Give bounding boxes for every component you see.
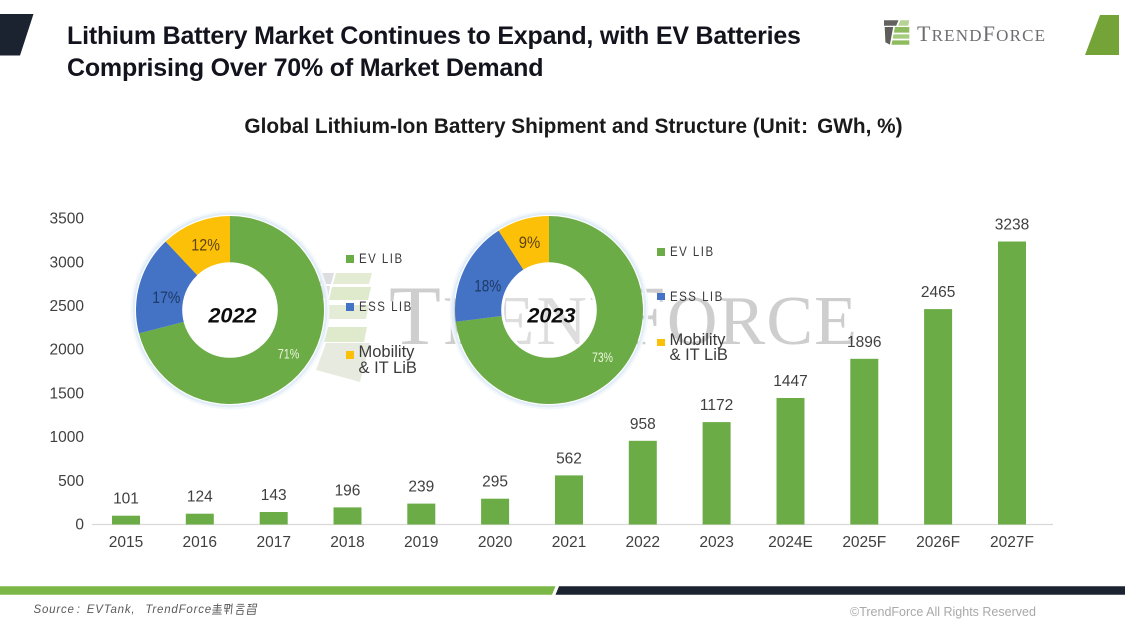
svg-text:2023: 2023 bbox=[699, 534, 733, 551]
svg-text:2022: 2022 bbox=[626, 534, 660, 551]
svg-text:2023: 2023 bbox=[526, 302, 575, 327]
svg-text:239: 239 bbox=[408, 479, 434, 496]
svg-text:2000: 2000 bbox=[50, 342, 85, 359]
svg-text:2015: 2015 bbox=[109, 534, 143, 551]
svg-text:1447: 1447 bbox=[773, 373, 807, 390]
svg-text:2024E: 2024E bbox=[768, 534, 813, 551]
svg-text:2016: 2016 bbox=[183, 534, 217, 551]
svg-text:500: 500 bbox=[58, 473, 84, 490]
svg-text:1896: 1896 bbox=[847, 334, 881, 351]
svg-text:2465: 2465 bbox=[921, 284, 955, 301]
svg-text:17%: 17% bbox=[152, 288, 180, 307]
svg-text:F: F bbox=[983, 21, 996, 46]
svg-text:73%: 73% bbox=[592, 350, 613, 365]
svg-text:T: T bbox=[917, 21, 932, 46]
svg-text:958: 958 bbox=[630, 416, 656, 433]
svg-text:3500: 3500 bbox=[50, 211, 85, 228]
svg-text:REND: REND bbox=[932, 26, 983, 45]
svg-text:2025F: 2025F bbox=[842, 534, 886, 551]
svg-text:ORCE: ORCE bbox=[996, 26, 1046, 45]
svg-text:101: 101 bbox=[113, 491, 139, 508]
svg-text:295: 295 bbox=[482, 474, 508, 491]
svg-text:1172: 1172 bbox=[700, 397, 733, 414]
svg-text:3238: 3238 bbox=[995, 217, 1029, 234]
svg-text:124: 124 bbox=[187, 489, 213, 506]
svg-text:2027F: 2027F bbox=[990, 534, 1034, 551]
svg-text:9%: 9% bbox=[519, 233, 541, 252]
svg-text:2026F: 2026F bbox=[916, 534, 960, 551]
svg-text:2019: 2019 bbox=[404, 534, 438, 551]
svg-text:2021: 2021 bbox=[552, 534, 586, 551]
svg-text:0: 0 bbox=[75, 517, 84, 534]
svg-text:3000: 3000 bbox=[50, 254, 85, 271]
svg-text:143: 143 bbox=[261, 487, 287, 504]
svg-text:1500: 1500 bbox=[50, 385, 85, 402]
svg-text:18%: 18% bbox=[474, 277, 501, 296]
svg-text:12%: 12% bbox=[191, 235, 220, 254]
svg-text:196: 196 bbox=[335, 482, 361, 499]
svg-text:2017: 2017 bbox=[256, 534, 290, 551]
svg-text:71%: 71% bbox=[278, 347, 300, 362]
svg-text:1000: 1000 bbox=[50, 429, 85, 446]
svg-text:2018: 2018 bbox=[330, 534, 364, 551]
svg-text:2020: 2020 bbox=[478, 534, 513, 551]
svg-text:562: 562 bbox=[556, 450, 582, 467]
svg-text:2022: 2022 bbox=[207, 302, 256, 327]
svg-text:2500: 2500 bbox=[50, 298, 85, 315]
